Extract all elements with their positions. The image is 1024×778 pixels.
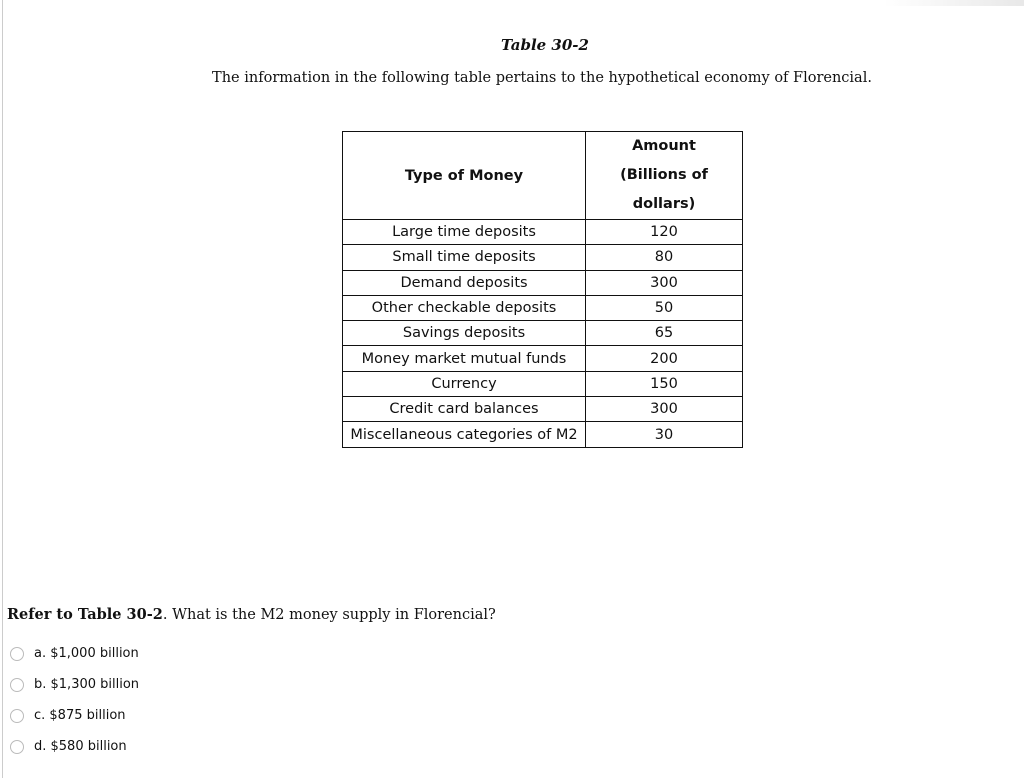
radio-icon[interactable] — [10, 739, 24, 754]
cell-type: Small time deposits — [342, 244, 586, 271]
cell-type: Savings deposits — [342, 320, 586, 347]
header-amount-line2: (Billions of dollars) — [620, 167, 708, 212]
header-type: Type of Money — [342, 131, 586, 220]
option-d[interactable]: d. $580 billion — [10, 739, 127, 754]
cell-amount: 65 — [585, 320, 743, 347]
cell-type: Credit card balances — [342, 396, 586, 423]
cell-type: Currency — [342, 370, 586, 398]
table-row: Other checkable deposits 50 — [342, 294, 743, 322]
question-ref: Refer to Table 30-2 — [7, 606, 163, 623]
cell-type: Money market mutual funds — [342, 345, 586, 372]
cell-amount: 120 — [585, 218, 743, 246]
table-row: Miscellaneous categories of M2 30 — [342, 421, 743, 448]
cell-amount: 300 — [585, 396, 743, 423]
table-row: Currency 150 — [342, 370, 743, 398]
cell-amount: 30 — [585, 421, 743, 448]
table-row: Money market mutual funds 200 — [342, 345, 743, 372]
option-label: c. $875 billion — [34, 708, 126, 723]
intro-text: The information in the following table p… — [212, 70, 872, 86]
header-amount-line1: Amount — [632, 138, 696, 154]
table-row: Credit card balances 300 — [342, 396, 743, 423]
question-text: Refer to Table 30-2. What is the M2 mone… — [7, 606, 496, 623]
table-row: Savings deposits 65 — [342, 320, 743, 347]
cell-type: Other checkable deposits — [342, 294, 586, 322]
radio-icon[interactable] — [10, 646, 24, 661]
table-title: Table 30-2 — [501, 36, 589, 54]
cell-amount: 150 — [585, 370, 743, 398]
option-a[interactable]: a. $1,000 billion — [10, 646, 139, 661]
header-amount: Amount (Billions of dollars) — [585, 131, 743, 220]
option-c[interactable]: c. $875 billion — [10, 708, 126, 723]
option-label: b. $1,300 billion — [34, 677, 140, 692]
radio-icon[interactable] — [10, 677, 24, 692]
table-header-row: Type of Money Amount (Billions of dollars… — [342, 131, 743, 220]
radio-icon[interactable] — [10, 708, 24, 723]
money-table: Type of Money Amount (Billions of dollars… — [342, 131, 743, 448]
cell-amount: 200 — [585, 345, 743, 372]
table-row: Demand deposits 300 — [342, 269, 743, 296]
cell-type: Miscellaneous categories of M2 — [342, 421, 586, 448]
cell-amount: 50 — [585, 294, 743, 322]
cell-type: Large time deposits — [342, 218, 586, 246]
page-border — [2, 0, 3, 778]
cell-amount: 80 — [585, 244, 743, 271]
cell-amount: 300 — [585, 269, 743, 296]
option-b[interactable]: b. $1,300 billion — [10, 677, 139, 692]
table-row: Small time deposits 80 — [342, 244, 743, 271]
question-body: . What is the M2 money supply in Florenc… — [162, 607, 496, 623]
cell-type: Demand deposits — [342, 269, 586, 296]
top-shade — [884, 0, 1024, 6]
option-label: d. $580 billion — [34, 739, 127, 754]
option-label: a. $1,000 billion — [34, 646, 139, 661]
table-row: Large time deposits 120 — [342, 218, 743, 246]
